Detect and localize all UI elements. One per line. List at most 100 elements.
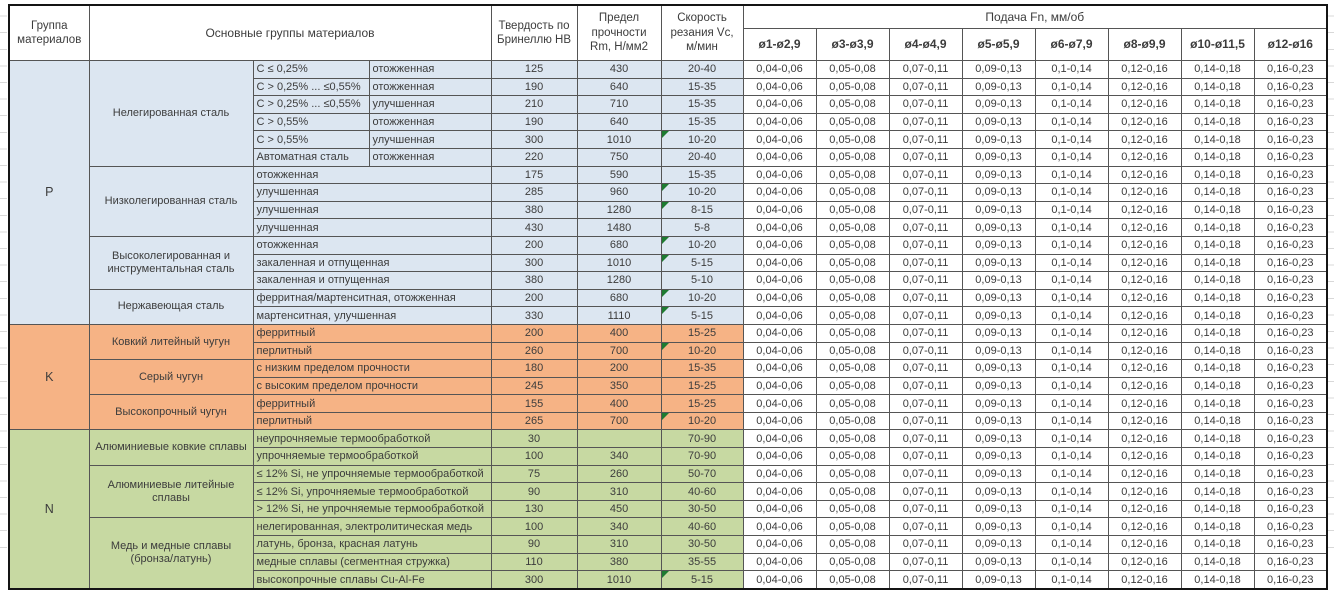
feed-cell[interactable]: 0,14-0,18 <box>1180 235 1255 255</box>
feed-cell[interactable]: 0,14-0,18 <box>1180 482 1255 501</box>
speed-cell[interactable]: 10-20 <box>660 288 744 308</box>
material-spec-cell[interactable]: упрочняемые термообработкой <box>252 447 492 466</box>
feed-cell[interactable]: 0,1-0,14 <box>1034 411 1109 431</box>
feed-cell[interactable]: 0,04-0,06 <box>742 570 817 590</box>
strength-cell[interactable]: 400 <box>576 323 662 343</box>
feed-cell[interactable]: 0,14-0,18 <box>1180 464 1255 484</box>
hardness-cell[interactable]: 200 <box>490 323 578 343</box>
feed-cell[interactable]: 0,12-0,16 <box>1107 464 1182 484</box>
feed-cell[interactable]: 0,1-0,14 <box>1034 165 1109 185</box>
feed-cell[interactable]: 0,09-0,13 <box>961 130 1036 149</box>
feed-cell[interactable]: 0,05-0,08 <box>815 323 890 343</box>
feed-cell[interactable]: 0,04-0,06 <box>742 517 817 537</box>
material-spec-cell[interactable]: неупрочняемые термообработкой <box>252 429 492 449</box>
strength-cell[interactable]: 640 <box>576 112 662 132</box>
speed-cell[interactable]: 15-35 <box>660 359 744 378</box>
feed-cell[interactable]: 0,04-0,06 <box>742 499 817 519</box>
feed-cell[interactable]: 0,07-0,11 <box>888 112 963 132</box>
feed-cell[interactable]: 0,09-0,13 <box>961 429 1036 449</box>
feed-cell[interactable]: 0,1-0,14 <box>1034 323 1109 343</box>
material-spec-cell[interactable]: высокопрочные сплавы Cu-Al-Fe <box>252 570 492 590</box>
feed-cell[interactable]: 0,12-0,16 <box>1107 394 1182 413</box>
material-spec-cell[interactable]: закаленная и отпущенная <box>252 271 492 290</box>
strength-cell[interactable]: 710 <box>576 95 662 114</box>
material-subgroup-cell[interactable]: Алюминиевые литейные сплавы <box>88 464 254 519</box>
strength-cell[interactable]: 1110 <box>576 306 662 325</box>
feed-cell[interactable]: 0,05-0,08 <box>815 535 890 554</box>
feed-cell[interactable]: 0,14-0,18 <box>1180 253 1255 273</box>
hardness-cell[interactable]: 430 <box>490 218 578 237</box>
col-header-diameter-8[interactable]: ø12-ø16 <box>1253 28 1328 61</box>
feed-cell[interactable]: 0,07-0,11 <box>888 517 963 537</box>
col-header-material-group[interactable]: Группа материалов <box>8 4 90 61</box>
feed-cell[interactable]: 0,16-0,23 <box>1253 218 1328 237</box>
feed-cell[interactable]: 0,09-0,13 <box>961 147 1036 167</box>
feed-cell[interactable]: 0,09-0,13 <box>961 60 1036 79</box>
strength-cell[interactable]: 700 <box>576 341 662 361</box>
feed-cell[interactable]: 0,12-0,16 <box>1107 376 1182 396</box>
feed-cell[interactable]: 0,04-0,06 <box>742 376 817 396</box>
feed-cell[interactable]: 0,16-0,23 <box>1253 130 1328 149</box>
feed-cell[interactable]: 0,12-0,16 <box>1107 429 1182 449</box>
speed-cell[interactable]: 10-20 <box>660 183 744 202</box>
strength-cell[interactable]: 400 <box>576 394 662 413</box>
feed-cell[interactable]: 0,16-0,23 <box>1253 570 1328 590</box>
feed-cell[interactable]: 0,16-0,23 <box>1253 359 1328 378</box>
hardness-cell[interactable]: 125 <box>490 60 578 79</box>
strength-cell[interactable]: 1010 <box>576 130 662 149</box>
feed-cell[interactable]: 0,1-0,14 <box>1034 200 1109 220</box>
feed-cell[interactable]: 0,07-0,11 <box>888 341 963 361</box>
feed-cell[interactable]: 0,12-0,16 <box>1107 271 1182 290</box>
feed-cell[interactable]: 0,07-0,11 <box>888 429 963 449</box>
feed-cell[interactable]: 0,05-0,08 <box>815 288 890 308</box>
feed-cell[interactable]: 0,09-0,13 <box>961 359 1036 378</box>
feed-cell[interactable]: 0,09-0,13 <box>961 341 1036 361</box>
hardness-cell[interactable]: 200 <box>490 288 578 308</box>
material-subgroup-cell[interactable]: Низколегированная сталь <box>88 165 254 237</box>
feed-cell[interactable]: 0,05-0,08 <box>815 429 890 449</box>
feed-cell[interactable]: 0,07-0,11 <box>888 306 963 325</box>
feed-cell[interactable]: 0,14-0,18 <box>1180 535 1255 554</box>
feed-cell[interactable]: 0,07-0,11 <box>888 130 963 149</box>
feed-cell[interactable]: 0,16-0,23 <box>1253 447 1328 466</box>
hardness-cell[interactable]: 75 <box>490 464 578 484</box>
feed-cell[interactable]: 0,09-0,13 <box>961 253 1036 273</box>
feed-cell[interactable]: 0,09-0,13 <box>961 482 1036 501</box>
feed-cell[interactable]: 0,04-0,06 <box>742 306 817 325</box>
material-spec-cell[interactable]: отожженная <box>368 60 492 79</box>
feed-cell[interactable]: 0,16-0,23 <box>1253 200 1328 220</box>
feed-cell[interactable]: 0,14-0,18 <box>1180 570 1255 590</box>
feed-cell[interactable]: 0,07-0,11 <box>888 271 963 290</box>
feed-cell[interactable]: 0,14-0,18 <box>1180 323 1255 343</box>
feed-cell[interactable]: 0,05-0,08 <box>815 306 890 325</box>
feed-cell[interactable]: 0,14-0,18 <box>1180 218 1255 237</box>
hardness-cell[interactable]: 30 <box>490 429 578 449</box>
hardness-cell[interactable]: 100 <box>490 447 578 466</box>
feed-cell[interactable]: 0,14-0,18 <box>1180 447 1255 466</box>
feed-cell[interactable]: 0,1-0,14 <box>1034 95 1109 114</box>
material-spec-cell[interactable]: улучшенная <box>368 130 492 149</box>
speed-cell[interactable]: 10-20 <box>660 235 744 255</box>
feed-cell[interactable]: 0,07-0,11 <box>888 464 963 484</box>
material-subgroup-cell[interactable]: Медь и медные сплавы (бронза/латунь) <box>88 517 254 590</box>
feed-cell[interactable]: 0,04-0,06 <box>742 429 817 449</box>
feed-cell[interactable]: 0,16-0,23 <box>1253 482 1328 501</box>
speed-cell[interactable]: 15-35 <box>660 77 744 97</box>
strength-cell[interactable]: 1480 <box>576 218 662 237</box>
speed-cell[interactable]: 30-50 <box>660 535 744 554</box>
strength-cell[interactable]: 590 <box>576 165 662 185</box>
col-header-feed-title[interactable]: Подача Fn, мм/об <box>742 4 1328 29</box>
feed-cell[interactable]: 0,16-0,23 <box>1253 376 1328 396</box>
feed-cell[interactable]: 0,16-0,23 <box>1253 60 1328 79</box>
speed-cell[interactable]: 20-40 <box>660 60 744 79</box>
feed-cell[interactable]: 0,07-0,11 <box>888 165 963 185</box>
feed-cell[interactable]: 0,04-0,06 <box>742 130 817 149</box>
material-spec-cell[interactable]: ферритная/мартенситная, отожженная <box>252 288 492 308</box>
hardness-cell[interactable]: 90 <box>490 535 578 554</box>
feed-cell[interactable]: 0,1-0,14 <box>1034 147 1109 167</box>
speed-cell[interactable]: 50-70 <box>660 464 744 484</box>
feed-cell[interactable]: 0,12-0,16 <box>1107 130 1182 149</box>
feed-cell[interactable]: 0,07-0,11 <box>888 147 963 167</box>
feed-cell[interactable]: 0,05-0,08 <box>815 183 890 202</box>
feed-cell[interactable]: 0,16-0,23 <box>1253 323 1328 343</box>
